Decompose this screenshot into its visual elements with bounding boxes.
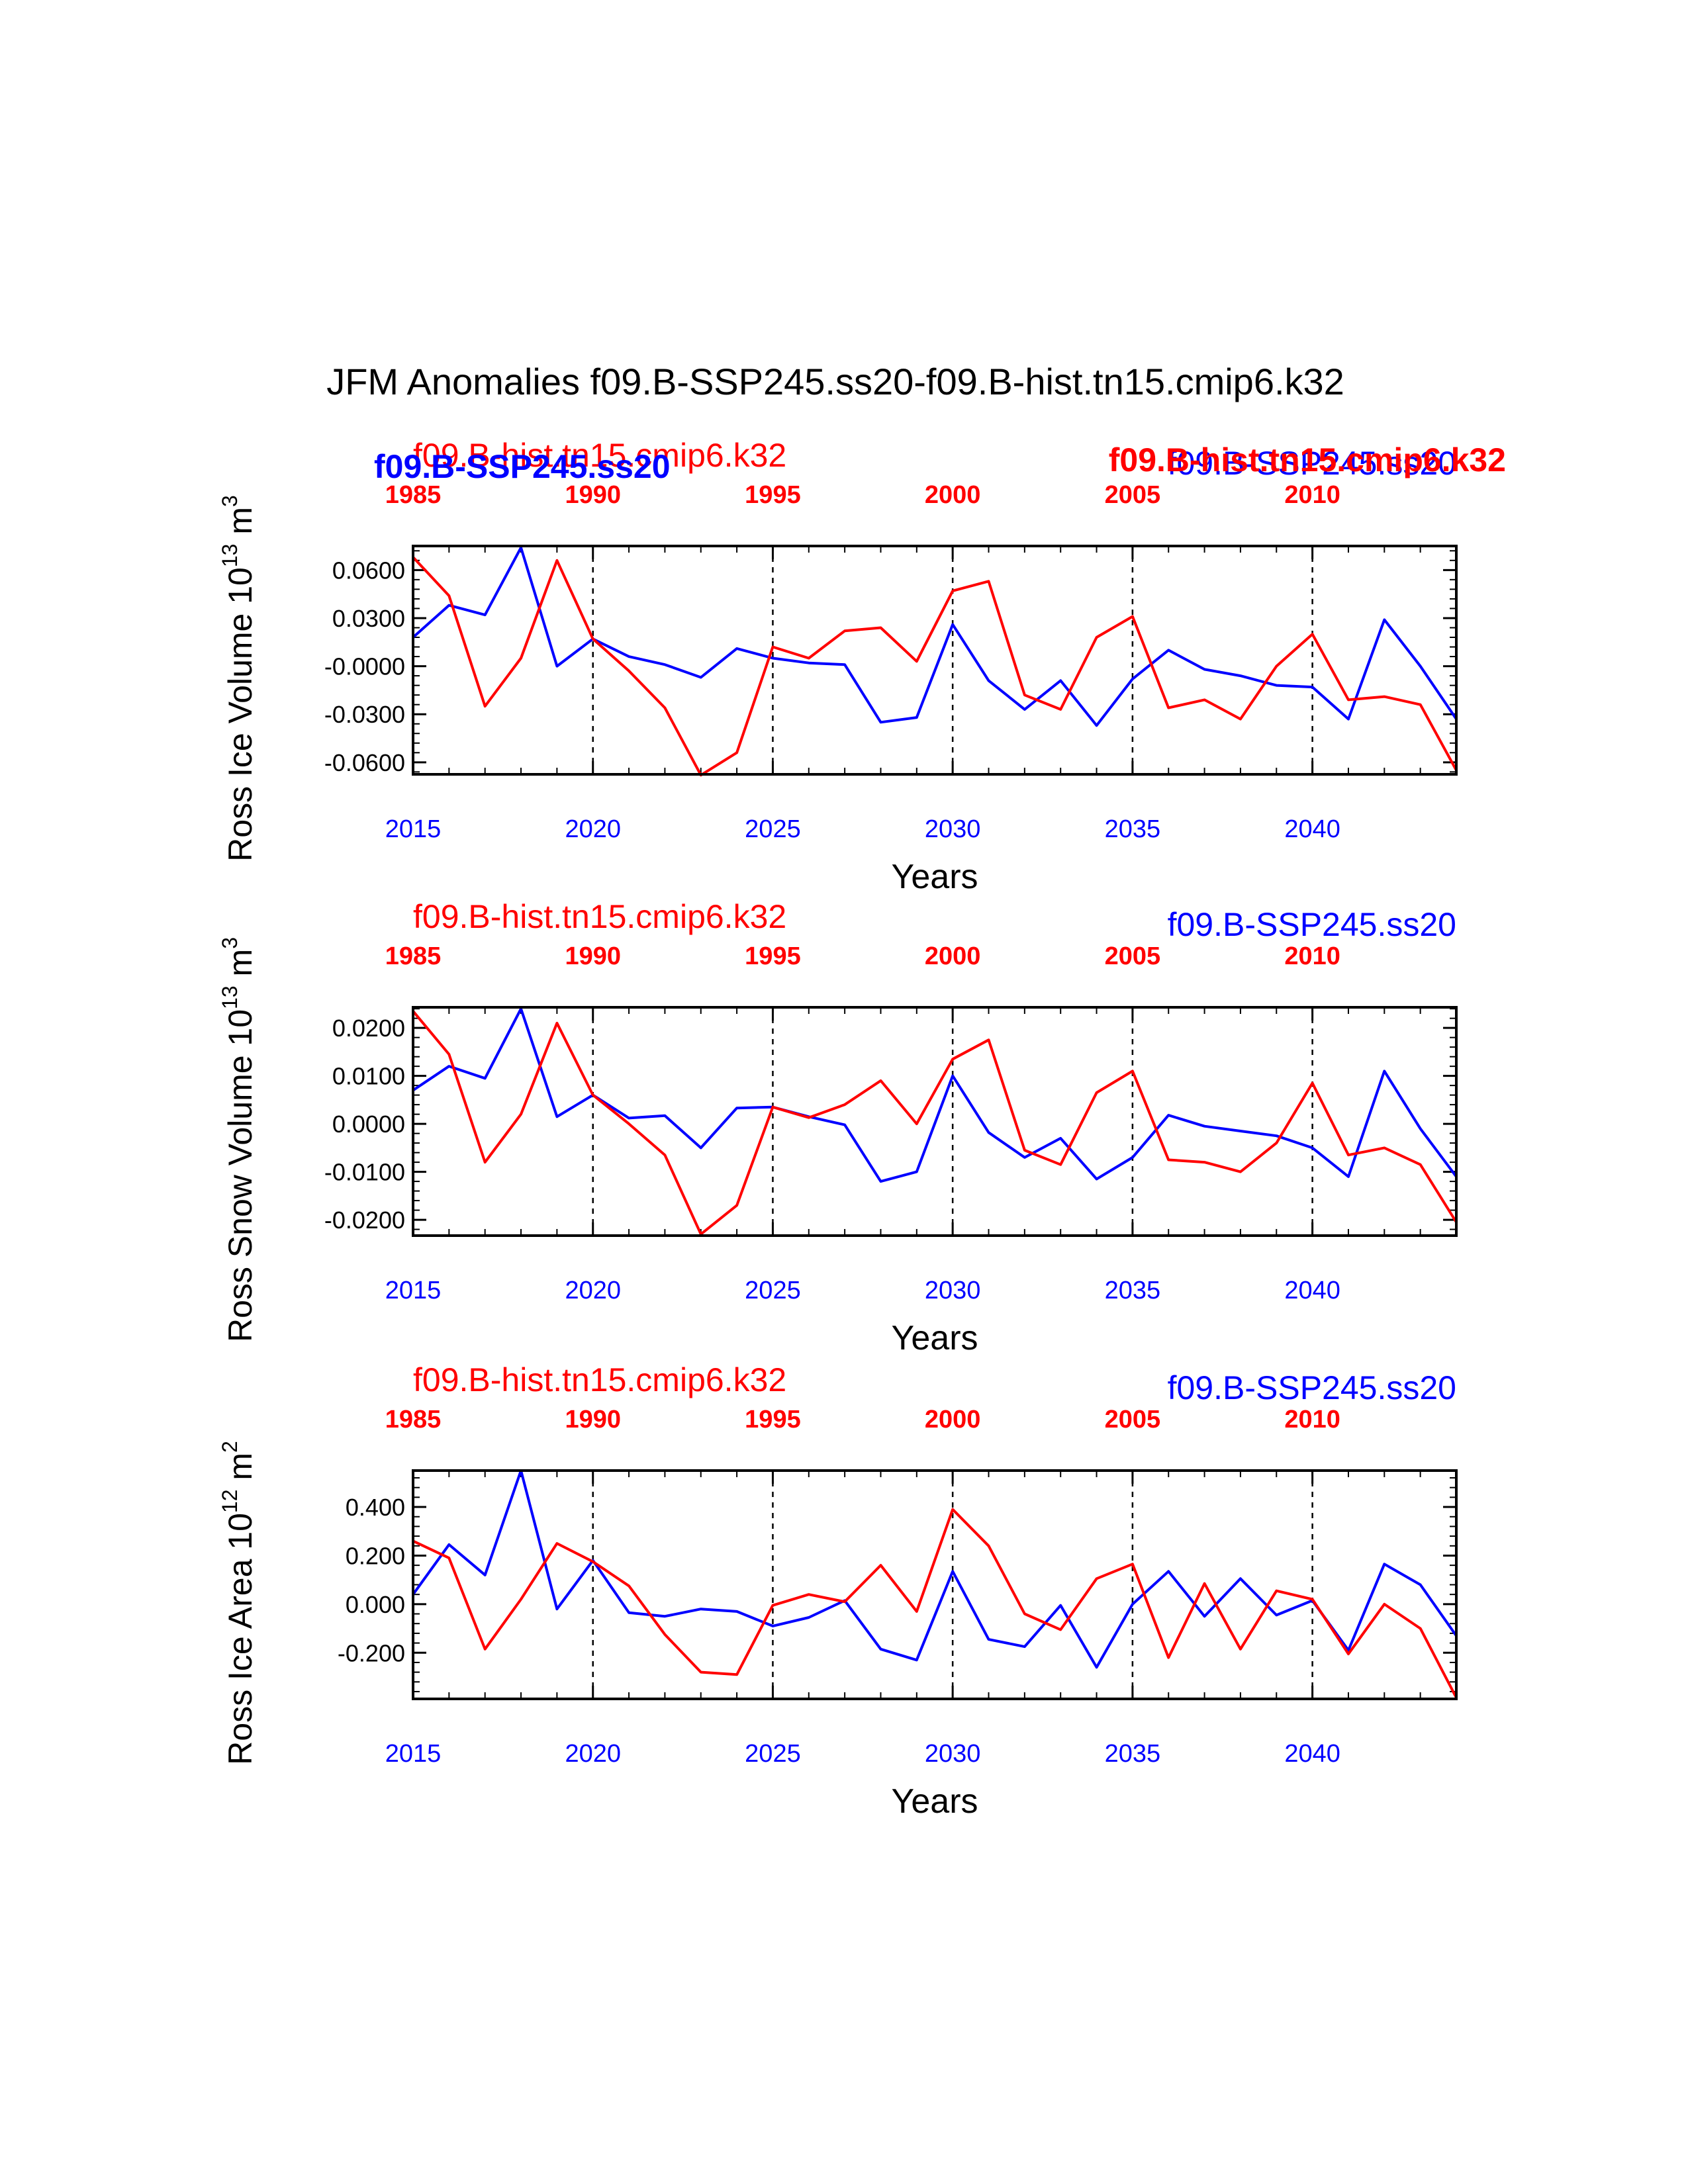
top-x-tick-label: 2000	[925, 942, 981, 970]
top-x-tick-label: 1990	[565, 942, 621, 970]
y-axis-label-main: Ross Ice Area 10	[222, 1513, 259, 1765]
y-axis-label-exp: 12	[218, 1489, 242, 1513]
x-tick-label: 2035	[1105, 1740, 1161, 1768]
y-axis-label-unit: m	[222, 1453, 259, 1490]
y-tick-label: 0.400	[346, 1494, 405, 1521]
y-axis-label-unit: m	[222, 507, 259, 544]
x-tick-label: 2030	[925, 1277, 981, 1304]
panel-2: 0.0200 0.0100 0.0000 -0.0100 -0.0200 2015 2020…	[218, 898, 1458, 1357]
x-tick-label: 2040	[1284, 1277, 1340, 1304]
y-axis-label-main: Ross Ice Volume 10	[222, 567, 259, 862]
x-tick-label: 2020	[565, 1740, 621, 1768]
y-axis-label: Ross Ice Area 1012 m2	[218, 1441, 259, 1765]
series-line-ssp	[412, 546, 1458, 727]
overlay-ssp-bold-label: f09.B-SSP245.ss20	[374, 448, 671, 485]
y-tick-label: -0.0100	[324, 1159, 405, 1186]
top-x-tick-label: 2000	[925, 1406, 981, 1433]
x-tick-label: 2020	[565, 1277, 621, 1304]
top-x-tick-label: 1995	[745, 481, 801, 509]
plot-frame	[412, 1006, 1458, 1237]
y-axis-label-unit-exp: 2	[218, 1441, 242, 1453]
x-tick-label: 2035	[1105, 1277, 1161, 1304]
top-x-tick-label: 1990	[565, 1406, 621, 1433]
y-axis-label-unit-exp: 3	[218, 937, 242, 949]
x-axis-label: Years	[891, 1782, 978, 1821]
y-tick-label: 0.0200	[332, 1015, 405, 1042]
y-tick-label: 0.0300	[332, 605, 405, 632]
y-axis-label-main: Ross Snow Volume 10	[222, 1009, 259, 1342]
x-tick-label: 2015	[385, 815, 442, 843]
top-x-tick-label: 1990	[565, 481, 621, 509]
y-tick-label: -0.0200	[324, 1206, 405, 1234]
x-axis-label: Years	[891, 858, 978, 896]
top-x-tick-label: 2010	[1284, 481, 1340, 509]
y-axis-label: Ross Ice Volume 1013 m3	[218, 495, 259, 862]
top-x-tick-label: 2005	[1105, 942, 1161, 970]
top-x-tick-label: 1985	[385, 1406, 442, 1433]
top-x-tick-label: 1985	[385, 942, 442, 970]
y-tick-label: 0.000	[346, 1591, 405, 1618]
y-tick-label: 0.200	[346, 1542, 405, 1569]
hist-series-label: f09.B-hist.tn15.cmip6.k32	[413, 898, 786, 935]
y-axis-label-exp: 13	[218, 544, 242, 568]
y-tick-label: 0.0600	[332, 557, 405, 584]
y-axis-label-unit: m	[222, 949, 259, 986]
top-x-tick-label: 2010	[1284, 1406, 1340, 1433]
y-tick-label: -0.200	[338, 1639, 405, 1666]
y-axis-label: Ross Snow Volume 1013 m3	[218, 937, 259, 1342]
panel-3: 0.400 0.200 0.000 -0.200 2015 2020 2025 2030 203…	[218, 1361, 1458, 1821]
x-tick-label: 2030	[925, 1740, 981, 1768]
series-line-hist	[412, 1010, 1458, 1236]
x-tick-label: 2020	[565, 815, 621, 843]
series-line-hist	[412, 556, 1458, 777]
x-tick-label: 2040	[1284, 1740, 1340, 1768]
x-tick-label: 2015	[385, 1740, 442, 1768]
ssp-series-label: f09.B-SSP245.ss20	[1168, 906, 1456, 943]
y-tick-label: -0.0600	[324, 749, 405, 776]
top-x-tick-label: 1995	[745, 1406, 801, 1433]
y-tick-label: 0.0100	[332, 1063, 405, 1090]
top-x-tick-label: 1985	[385, 481, 442, 509]
hist-series-label: f09.B-hist.tn15.cmip6.k32	[413, 437, 786, 474]
y-tick-label: -0.0000	[324, 653, 405, 680]
series-line-hist	[412, 1508, 1458, 1699]
top-x-tick-label: 2005	[1105, 481, 1161, 509]
overlay-hist-bold-label: f09.B-hist.tn15.cmip6.k32	[1109, 441, 1506, 478]
y-axis-label-exp: 13	[218, 985, 242, 1009]
panels: 0.0600 0.0300 -0.0000 -0.0300 -0.0600 2015 202…	[218, 437, 1458, 1821]
x-tick-label: 2025	[745, 815, 801, 843]
top-x-tick-label: 2005	[1105, 1406, 1161, 1433]
x-tick-label: 2015	[385, 1277, 442, 1304]
x-tick-label: 2025	[745, 1740, 801, 1768]
panel-1: 0.0600 0.0300 -0.0000 -0.0300 -0.0600 2015 202…	[218, 437, 1458, 896]
series-line-ssp	[412, 1469, 1458, 1669]
ssp-series-label: f09.B-SSP245.ss20	[1168, 1369, 1456, 1406]
series-line-ssp	[412, 1007, 1458, 1183]
figure-title: JFM Anomalies f09.B-SSP245.ss20-f09.B-hi…	[326, 361, 1344, 402]
y-tick-label: 0.0000	[332, 1111, 405, 1138]
x-axis-label: Years	[891, 1319, 978, 1357]
x-tick-label: 2025	[745, 1277, 801, 1304]
x-tick-label: 2035	[1105, 815, 1161, 843]
top-x-tick-label: 1995	[745, 942, 801, 970]
top-x-tick-label: 2000	[925, 481, 981, 509]
ssp-series-label: f09.B-SSP245.ss20	[1168, 445, 1456, 482]
hist-series-label: f09.B-hist.tn15.cmip6.k32	[413, 1361, 786, 1398]
plot-frame	[412, 1469, 1458, 1700]
y-axis-label-unit-exp: 3	[218, 495, 242, 507]
x-tick-label: 2030	[925, 815, 981, 843]
y-tick-label: -0.0300	[324, 701, 405, 728]
x-tick-label: 2040	[1284, 815, 1340, 843]
plot-frame	[412, 545, 1458, 776]
top-x-tick-label: 2010	[1284, 942, 1340, 970]
